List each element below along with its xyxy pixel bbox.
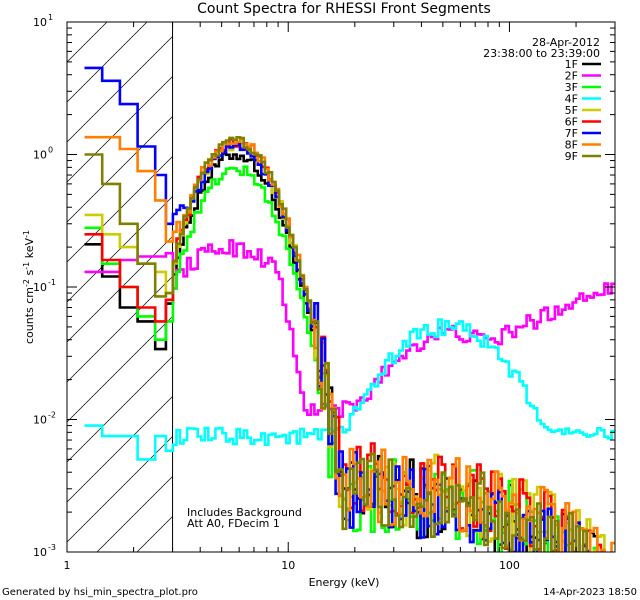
x-axis-label: Energy (keV) (309, 576, 380, 589)
footer-generated-by: Generated by hsi_min_spectra_plot.pro (2, 587, 198, 598)
x-tick-label: 1 (64, 559, 71, 572)
y-axis-label: counts cm-2 s-1 keV-1 (22, 230, 37, 344)
background-hatch-region (67, 22, 173, 552)
legend-label-1f: 1F (565, 58, 578, 71)
y-tick-label: 10 (33, 16, 47, 29)
series-line-4f (84, 318, 615, 461)
hatch-line (67, 275, 173, 383)
x-tick-label: 10 (281, 559, 295, 572)
series-line-2f (84, 239, 615, 418)
y-tick-label: 10 (33, 149, 47, 162)
legend-label-8f: 8F (565, 139, 578, 152)
hatch-line (67, 195, 173, 303)
y-tick-exponent: 1 (48, 13, 53, 22)
y-tick-label: 10 (33, 281, 47, 294)
x-tick-label: 100 (499, 559, 520, 572)
hatch-line (67, 435, 173, 543)
chart-title: Count Spectra for RHESSI Front Segments (197, 1, 491, 17)
hatch-line (67, 395, 173, 503)
y-tick-label: 10 (33, 546, 47, 559)
annotation-background: Includes Background (187, 506, 302, 519)
legend-label-2f: 2F (565, 70, 578, 83)
legend-label-4f: 4F (565, 93, 578, 106)
y-tick-exponent: -1 (48, 278, 56, 287)
series-layer (84, 22, 615, 552)
y-tick-exponent: -2 (48, 411, 56, 420)
footer-timestamp: 14-Apr-2023 18:50 (543, 587, 637, 598)
y-tick-exponent: -3 (48, 543, 56, 552)
series-line-9f (84, 136, 588, 552)
legend-label-7f: 7F (565, 127, 578, 140)
hatch-line (67, 22, 108, 63)
time-range-label: 23:38:00 to 23:39:00 (483, 47, 600, 60)
y-tick-label: 10 (33, 414, 47, 427)
y-tick-exponent: 0 (48, 146, 53, 155)
legend-label-3f: 3F (565, 81, 578, 94)
legend-label-6f: 6F (565, 116, 578, 129)
annotation-attenuator: Att A0, FDecim 1 (187, 517, 280, 530)
legend-label-9f: 9F (565, 150, 578, 163)
hatch-line (67, 35, 173, 143)
legend-label-5f: 5F (565, 104, 578, 117)
date-label: 28-Apr-2012 (532, 36, 600, 49)
